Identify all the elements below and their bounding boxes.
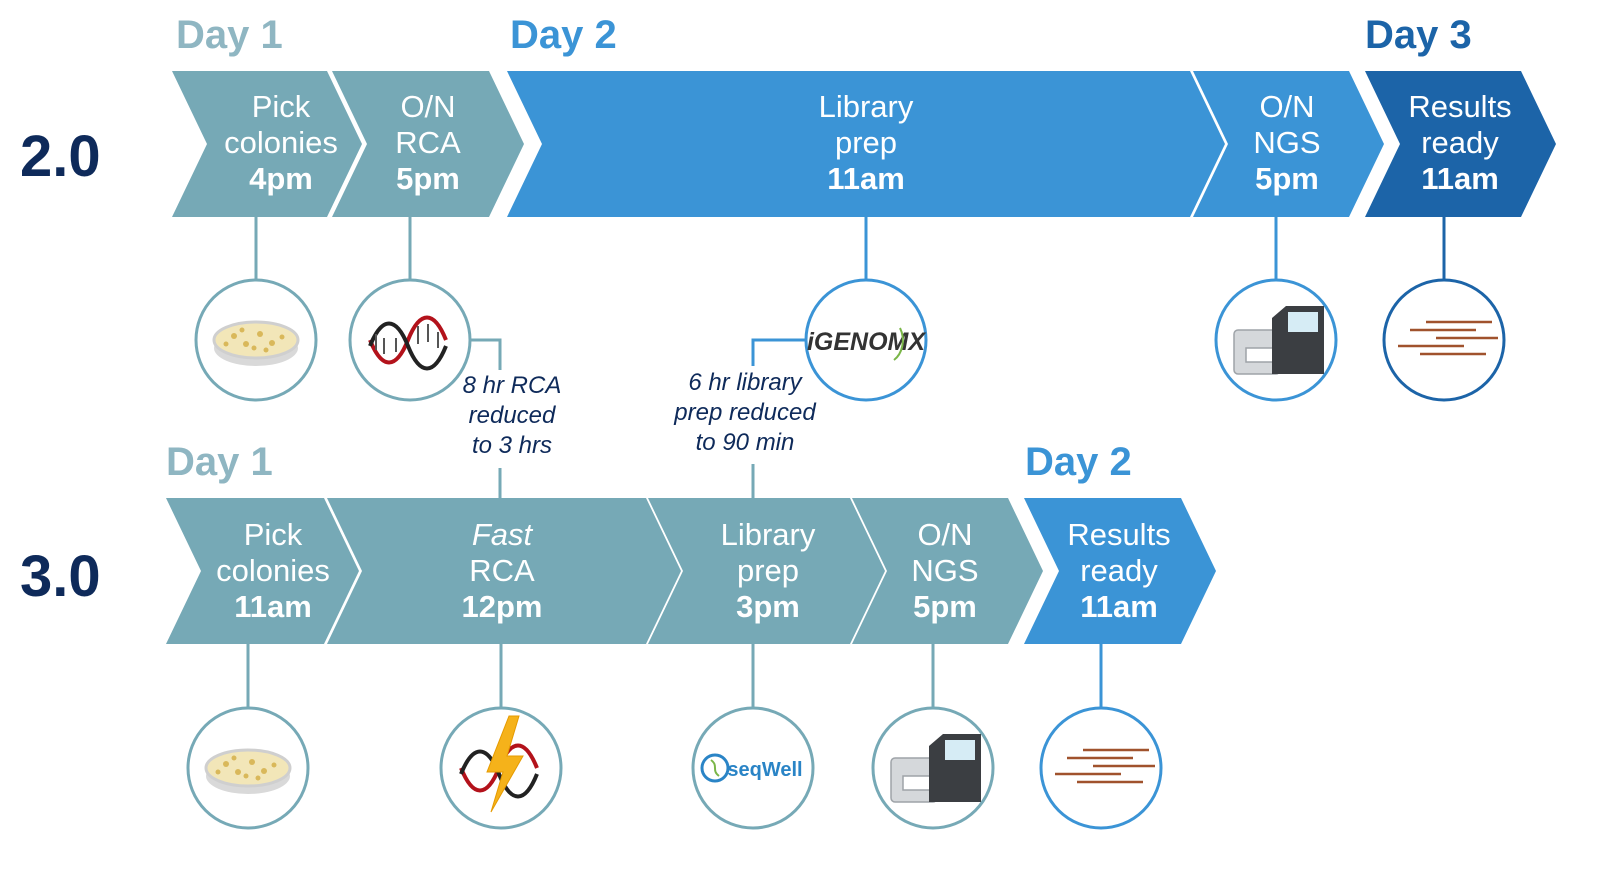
sequencer-instrument-icon (871, 706, 995, 830)
step-line2: RCA (469, 553, 535, 588)
step-text-on-ngs: O/N NGS 5pm (1253, 89, 1320, 196)
note-line: 8 hr RCA (463, 372, 562, 399)
seqwell-logo-text: seqWell (727, 759, 802, 781)
sequence-reads-icon (1039, 706, 1163, 830)
step-line1: Pick (244, 517, 303, 552)
note-library-reduction: 6 hr library prep reduced to 90 min (673, 338, 816, 498)
step-line1: O/N (1259, 89, 1314, 124)
note-connector (751, 338, 806, 366)
chevron-step-on-ngs (1193, 71, 1384, 217)
note-line: prep reduced (673, 399, 816, 426)
note-rca-reduction: 8 hr RCA reduced to 3 hrs (463, 338, 562, 498)
step-time: 11am (1421, 161, 1499, 196)
step-time: 4pm (249, 161, 313, 196)
igenomx-logo-text: iGENOMX (807, 328, 926, 356)
step-time: 11am (1080, 589, 1158, 624)
step-time: 11am (827, 161, 905, 196)
step-line1: Library (819, 89, 914, 124)
step-text-on-rca: O/N RCA 5pm (395, 89, 461, 196)
sequence-reads-icon (1382, 278, 1506, 402)
step-text-results-ready: Results ready 11am (1067, 517, 1170, 624)
step-line1: Results (1067, 517, 1170, 552)
chevron-step-pick-colonies (172, 71, 362, 217)
step-text-fast-rca: Fast RCA 12pm (462, 517, 543, 624)
chevron-step-on-ngs (852, 498, 1043, 644)
step-line1: Fast (472, 517, 534, 552)
step-line2: NGS (911, 553, 978, 588)
day-label-2-0-day2: Day 2 (510, 13, 617, 57)
note-line: 6 hr library (688, 369, 803, 396)
dna-lightning-icon (439, 706, 563, 830)
day-label-2-0-day1: Day 1 (176, 13, 283, 57)
chevron-step-results-ready (1365, 71, 1556, 217)
step-line1: Pick (252, 89, 311, 124)
step-time: 5pm (1255, 161, 1319, 196)
step-line2: colonies (224, 125, 338, 160)
step-text-library-prep: Library prep 11am (819, 89, 914, 196)
step-text-pick-colonies: Pick colonies 4pm (224, 89, 338, 196)
step-line1: O/N (917, 517, 972, 552)
step-text-pick-colonies: Pick colonies 11am (216, 517, 330, 624)
step-line2: ready (1421, 125, 1499, 160)
petri-dish-icon (194, 278, 318, 402)
workflow-3-0: 3.0 Day 1 Day 2 Pick colonies 11am Fast … (20, 440, 1216, 830)
version-label-2-0: 2.0 (20, 124, 101, 189)
day-label-3-0-day1: Day 1 (166, 440, 273, 484)
note-connector (470, 338, 502, 370)
day-label-3-0-day2: Day 2 (1025, 440, 1132, 484)
note-line: to 3 hrs (472, 432, 552, 459)
chevron-step-fast-rca (327, 498, 681, 644)
petri-dish-icon (186, 706, 310, 830)
step-line1: Library (721, 517, 816, 552)
step-time: 3pm (736, 589, 800, 624)
version-label-3-0: 3.0 (20, 544, 101, 609)
chevron-step-library-prep (648, 498, 885, 644)
step-line2: RCA (395, 125, 461, 160)
igenomx-logo-icon: iGENOMX (804, 278, 928, 402)
step-line2: colonies (216, 553, 330, 588)
seqwell-logo-icon: seqWell (691, 706, 815, 830)
sequencer-instrument-icon (1214, 278, 1338, 402)
step-line1: Results (1408, 89, 1511, 124)
step-line2: prep (835, 125, 897, 160)
step-line2: prep (737, 553, 799, 588)
note-line: to 90 min (696, 429, 795, 456)
step-line2: NGS (1253, 125, 1320, 160)
chevron-step-results-ready (1024, 498, 1216, 644)
workflow-2-0: 2.0 Day 1 Day 2 Day 3 Pick colonies 4pm … (20, 13, 1556, 402)
step-text-library-prep: Library prep 3pm (721, 517, 816, 624)
step-line1: O/N (400, 89, 455, 124)
day-label-2-0-day3: Day 3 (1365, 13, 1472, 57)
chevron-step-library-prep (507, 71, 1225, 217)
note-line: reduced (469, 402, 556, 429)
step-text-results-ready: Results ready 11am (1408, 89, 1511, 196)
step-text-on-ngs: O/N NGS 5pm (911, 517, 978, 624)
chevron-step-pick-colonies (166, 498, 359, 644)
dna-helix-icon (348, 278, 472, 402)
step-time: 5pm (913, 589, 977, 624)
step-line2: ready (1080, 553, 1158, 588)
step-time: 11am (234, 589, 312, 624)
step-time: 12pm (462, 589, 543, 624)
chevron-step-on-rca (332, 71, 524, 217)
step-time: 5pm (396, 161, 460, 196)
